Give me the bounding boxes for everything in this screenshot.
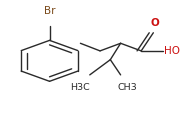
Text: H3C: H3C [70,83,90,92]
Text: Br: Br [44,5,55,16]
Text: CH3: CH3 [117,83,137,92]
Text: HO: HO [164,46,180,56]
Text: O: O [151,18,160,28]
